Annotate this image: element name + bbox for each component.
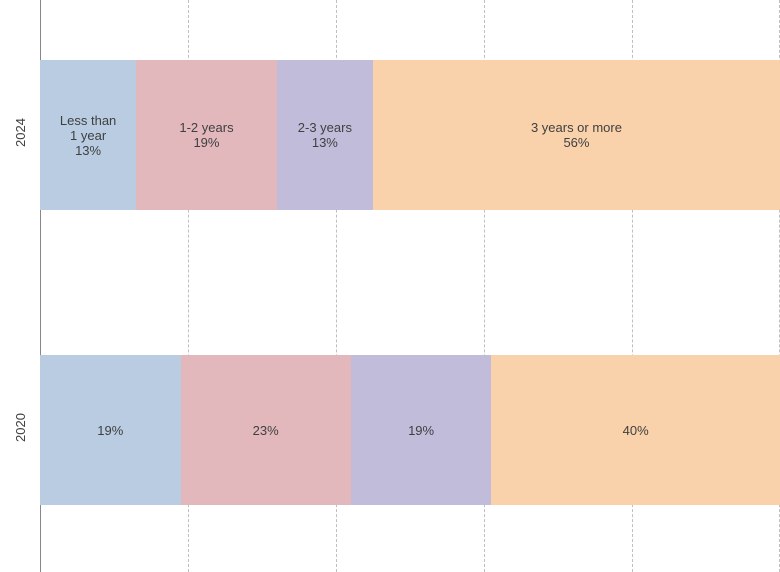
y-axis-label: 2020 bbox=[0, 420, 40, 435]
bar-segment: 40% bbox=[491, 355, 780, 505]
bar-row: Less than 1 year 13%1-2 years 19%2-3 yea… bbox=[40, 60, 780, 210]
bar-segment: 3 years or more 56% bbox=[373, 60, 780, 210]
bar-segment: 1-2 years 19% bbox=[136, 60, 277, 210]
bar-segment: Less than 1 year 13% bbox=[40, 60, 136, 210]
chart-container: CIRP Consumer Intelligence Research Part… bbox=[0, 0, 780, 572]
plot-area: Less than 1 year 13%1-2 years 19%2-3 yea… bbox=[40, 0, 780, 572]
y-axis-label: 2024 bbox=[0, 125, 40, 140]
bar-segment: 23% bbox=[181, 355, 351, 505]
bar-segment: 19% bbox=[40, 355, 181, 505]
bar-row: 19%23%19%40% bbox=[40, 355, 780, 505]
bar-segment: 19% bbox=[351, 355, 492, 505]
bar-segment: 2-3 years 13% bbox=[277, 60, 373, 210]
